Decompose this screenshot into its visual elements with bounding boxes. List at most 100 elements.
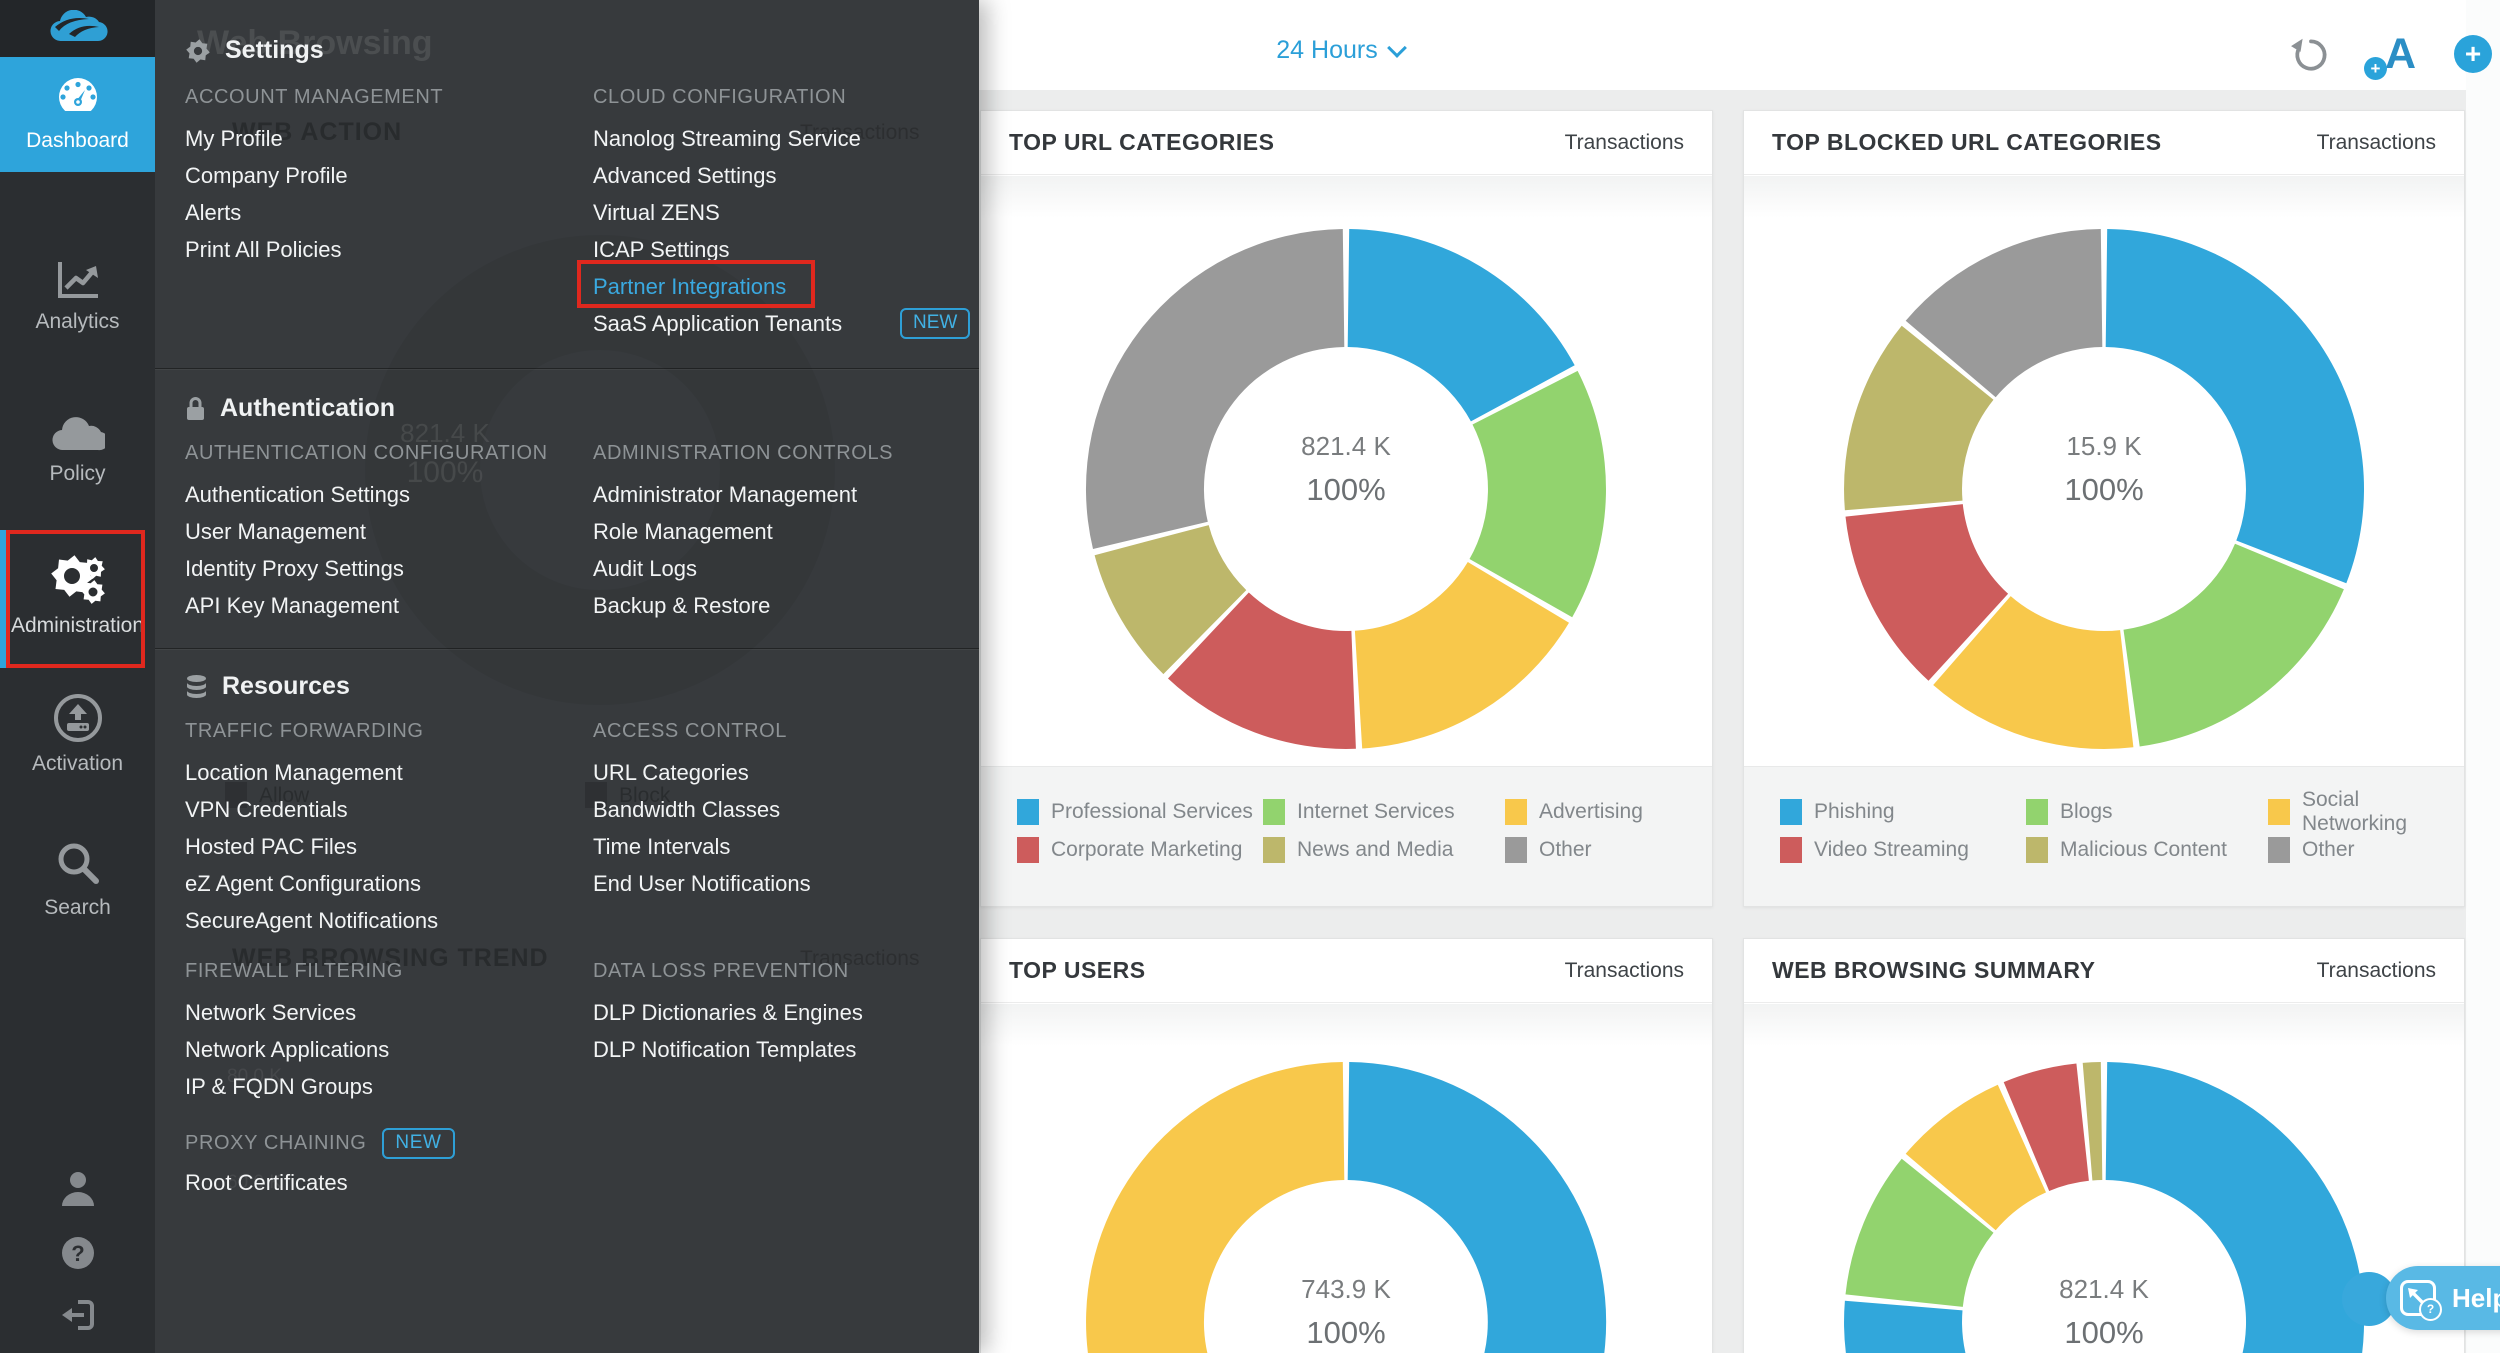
donut-slice[interactable] [1469,370,1606,618]
card-title: TOP URL CATEGORIES [1009,129,1275,155]
card-metric-label[interactable]: Transactions [1564,130,1684,154]
legend-swatch [1017,799,1039,825]
menu-item-audit-logs[interactable]: Audit Logs [593,556,697,581]
menu-item-user-management[interactable]: User Management [185,519,366,544]
gears-icon [0,550,155,606]
menu-item-alerts[interactable]: Alerts [185,200,242,225]
menu-item-time-intervals[interactable]: Time Intervals [593,834,731,859]
menu-item-saas-application-tenants[interactable]: SaaS Application Tenants [593,311,843,336]
menu-item-secureagent-notifications[interactable]: SecureAgent Notifications [185,908,439,933]
menu-item-dlp-dictionaries-engines[interactable]: DLP Dictionaries & Engines [593,1000,863,1025]
menu-item-virtual-zens[interactable]: Virtual ZENS [593,200,720,225]
donut-chart[interactable] [1081,224,1611,754]
menu-item-location-management[interactable]: Location Management [185,760,403,785]
new-badge: NEW [900,308,971,339]
card-metric-label[interactable]: Transactions [2316,130,2436,154]
menu-heading-account-management: ACCOUNT MANAGEMENT [185,86,444,108]
sidebar-item-label: Analytics [35,310,120,333]
sidebar-item-analytics[interactable]: Analytics [0,240,155,345]
right-scroll-gutter[interactable] [2466,0,2500,1353]
refresh-icon[interactable] [2290,33,2332,75]
menu-item-vpn-credentials[interactable]: VPN Credentials [185,797,348,822]
donut-slice[interactable] [1844,325,1994,511]
card-top-blocked-url-categories: TOP BLOCKED URL CATEGORIES Transactions … [1743,110,2465,907]
menu-item-icap-settings[interactable]: ICAP Settings [593,237,730,262]
sidebar-item-search[interactable]: Search [0,826,155,926]
donut-slice[interactable] [1086,1062,1345,1353]
donut-slice[interactable] [1347,229,1575,422]
time-range-dropdown[interactable]: 24 Hours [1250,36,1430,65]
donut-slice[interactable] [2105,229,2365,584]
legend-swatch [1017,837,1039,863]
sidebar-item-label: Administration [10,614,145,637]
legend-swatch [2268,837,2290,863]
donut-slice[interactable] [1933,596,2134,749]
legend-swatch [1263,837,1285,863]
card-title: TOP USERS [1009,957,1146,983]
menu-item-role-management[interactable]: Role Management [593,519,773,544]
menu-item-administrator-management[interactable]: Administrator Management [593,482,858,507]
menu-item-network-applications[interactable]: Network Applications [185,1037,390,1062]
donut-slice[interactable] [1845,504,2009,681]
donut-chart[interactable] [1839,1057,2369,1353]
sidebar-item-policy[interactable]: Policy [0,398,155,503]
donut-center-label: 821.4 K 100% [1301,431,1391,507]
menu-item-ip-fqdn-groups[interactable]: IP & FQDN Groups [185,1074,373,1099]
menu-item-end-user-notifications[interactable]: End User Notifications [593,871,811,896]
svg-text:?: ? [71,1241,84,1266]
menu-item-my-profile[interactable]: My Profile [185,126,283,151]
sidebar-item-administration[interactable]: Administration [0,538,155,660]
menu-item-url-categories[interactable]: URL Categories [593,760,749,785]
legend-item: Other [2268,831,2464,869]
donut-slice[interactable] [1094,525,1247,675]
menu-item-ez-agent-configurations[interactable]: eZ Agent Configurations [185,871,422,896]
legend-item: Internet Services [1263,793,1505,831]
sidebar-item-label: Policy [49,462,106,485]
zscaler-logo[interactable] [0,0,155,57]
donut-slice[interactable] [2082,1062,2103,1181]
donut-slice[interactable] [1347,1062,1607,1353]
menu-item-api-key-management[interactable]: API Key Management [185,593,400,618]
activation-icon [0,692,155,744]
help-button[interactable]: ? Help [2386,1266,2500,1330]
donut-slice[interactable] [1354,562,1569,749]
donut-slice[interactable] [1844,1062,2364,1353]
card-metric-label[interactable]: Transactions [1564,958,1684,982]
card-metric-label[interactable]: Transactions [2316,958,2436,982]
logout-icon[interactable] [0,1296,155,1334]
menu-item-identity-proxy-settings[interactable]: Identity Proxy Settings [185,556,404,581]
menu-item-company-profile[interactable]: Company Profile [185,163,348,188]
menu-item-network-services[interactable]: Network Services [185,1000,357,1025]
help-icon[interactable]: ? [0,1234,155,1272]
donut-slice[interactable] [1905,229,2103,398]
menu-item-backup-restore[interactable]: Backup & Restore [593,593,771,618]
menu-item-authentication-settings[interactable]: Authentication Settings [185,482,411,507]
legend-swatch [1505,799,1527,825]
sidebar-item-dashboard[interactable]: Dashboard [0,57,155,172]
menu-item-root-certificates[interactable]: Root Certificates [185,1170,348,1195]
donut-slice[interactable] [1845,1158,1994,1307]
donut-slice[interactable] [1168,592,1356,749]
menu-item-bandwidth-classes[interactable]: Bandwidth Classes [593,797,781,822]
donut-slice[interactable] [1085,229,1345,549]
cloud-icon [0,414,155,454]
user-icon[interactable] [0,1168,155,1208]
donut-slice[interactable] [1905,1084,2046,1231]
donut-chart[interactable] [1839,224,2369,754]
add-icon[interactable]: + [2454,35,2492,73]
menu-item-nanolog-streaming-service[interactable]: Nanolog Streaming Service [593,126,861,151]
sidebar-item-activation[interactable]: Activation [0,678,155,783]
sidebar-item-label: Activation [31,752,124,775]
menu-item-print-all-policies[interactable]: Print All Policies [185,237,342,262]
donut-chart[interactable] [1081,1057,1611,1353]
add-annotation-icon[interactable]: A + [2364,30,2416,80]
menu-item-partner-integrations[interactable]: Partner Integrations [593,274,787,299]
menu-item-hosted-pac-files[interactable]: Hosted PAC Files [185,834,357,859]
donut-slice[interactable] [2003,1063,2089,1192]
legend-item: Video Streaming [1780,831,2026,869]
donut-slice[interactable] [2123,543,2344,747]
menu-item-dlp-notification-templates[interactable]: DLP Notification Templates [593,1037,857,1062]
menu-item-advanced-settings[interactable]: Advanced Settings [593,163,777,188]
donut-center-label: 821.4 K 100% [2059,1274,2149,1350]
